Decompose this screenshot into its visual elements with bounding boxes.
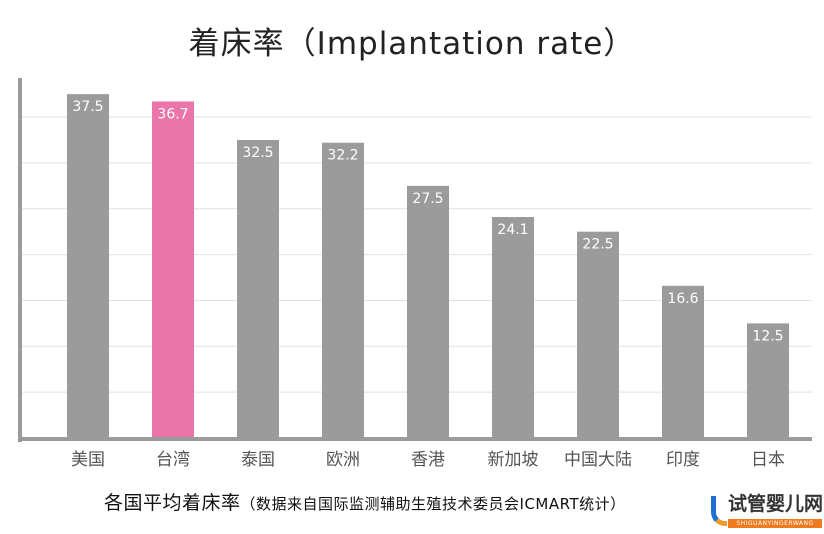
category-label: 香港 (411, 450, 445, 470)
chart-title: 着床率（Implantation rate） (188, 26, 636, 62)
logo-j-icon (711, 496, 727, 526)
value-label: 16.6 (667, 291, 698, 307)
value-label: 24.1 (497, 222, 528, 238)
bar-0 (67, 94, 109, 438)
category-label: 美国 (71, 450, 105, 470)
value-label: 32.5 (242, 145, 273, 161)
watermark-logo: 试管婴儿网 SHIGUANYINGERWANG (708, 494, 824, 532)
bar-1 (152, 101, 194, 438)
value-label: 27.5 (412, 191, 443, 207)
logo-subtext: SHIGUANYINGERWANG (728, 519, 822, 528)
bar-chart: 37.5 美国 36.7 台湾 32.5 泰国 32.2 欧洲 27.5 香港 24.1 新加坡 22.… (18, 78, 812, 470)
bar-5 (492, 217, 534, 438)
bar-8 (747, 323, 789, 438)
category-label: 泰国 (241, 450, 275, 470)
category-label: 中国大陆 (564, 450, 632, 470)
category-label: 日本 (751, 450, 785, 470)
category-label: 台湾 (156, 450, 190, 470)
bar-4 (407, 185, 449, 438)
value-label: 12.5 (752, 328, 783, 344)
bar-2 (237, 139, 279, 438)
chart-caption: 各国平均着床率（数据来自国际监测辅助生殖技术委员会ICMART统计） (104, 492, 626, 515)
caption-main: 各国平均着床率 (104, 492, 241, 514)
value-label: 37.5 (72, 99, 103, 115)
category-label: 欧洲 (326, 450, 360, 470)
bar-6 (577, 231, 619, 438)
bar-7 (662, 285, 704, 438)
logo-text: 试管婴儿网 (728, 493, 824, 515)
caption-source: （数据来自国际监测辅助生殖技术委员会ICMART统计） (240, 495, 626, 513)
value-label: 36.7 (157, 106, 188, 122)
value-label: 32.2 (327, 148, 358, 164)
category-label: 印度 (666, 450, 700, 470)
value-label: 22.5 (582, 237, 613, 253)
category-label: 新加坡 (488, 450, 539, 470)
bar-3 (322, 142, 364, 438)
